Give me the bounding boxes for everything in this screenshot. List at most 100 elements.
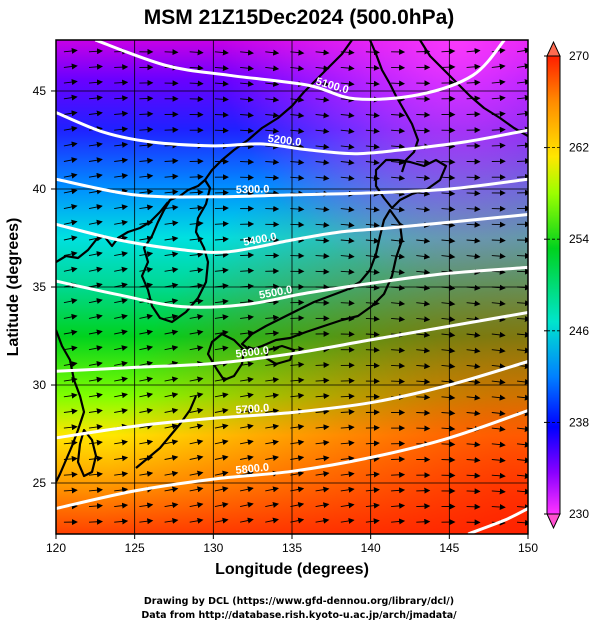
wind-arrow (365, 518, 380, 525)
wind-arrow (63, 79, 78, 86)
wind-arrow (491, 504, 506, 511)
wind-arrow (290, 392, 305, 399)
wind-arrow (164, 470, 179, 477)
wind-arrow (88, 408, 103, 415)
wind-arrow (441, 331, 456, 338)
wind-arrow (466, 79, 481, 86)
wind-arrow (315, 49, 330, 56)
wind-arrow (265, 283, 280, 290)
wind-arrow (189, 80, 204, 87)
wind-arrow (63, 313, 78, 320)
wind-arrow (114, 173, 129, 179)
wind-arrow (88, 251, 103, 257)
wind-arrow (391, 487, 406, 494)
contour-line (56, 360, 528, 440)
wind-arrow (290, 424, 305, 430)
wind-arrow (416, 363, 431, 370)
wind-arrow (466, 190, 481, 197)
wind-arrow (265, 80, 280, 87)
wind-arrow (214, 470, 229, 477)
wind-arrow (88, 298, 103, 304)
wind-arrow (315, 96, 330, 103)
contour-line (467, 507, 528, 534)
wind-arrow (491, 425, 506, 432)
wind-arrow (164, 235, 179, 242)
wind-arrow (466, 221, 481, 228)
x-tick-label: 150 (518, 541, 538, 555)
wind-arrow (416, 394, 431, 401)
wind-arrow (466, 48, 481, 54)
wind-arrow (214, 127, 229, 134)
wind-arrow (240, 408, 254, 414)
wind-arrow (391, 159, 406, 166)
wind-arrow (365, 487, 380, 494)
wind-arrow (88, 141, 103, 148)
wind-arrow (265, 455, 279, 461)
wind-arrow (340, 112, 355, 119)
wind-arrow (315, 362, 330, 369)
wind-arrow (265, 408, 280, 415)
wind-arrow (466, 363, 481, 370)
wind-arrow (114, 455, 129, 462)
wind-arrow (88, 329, 103, 336)
wind-arrow (365, 284, 380, 291)
wind-arrow (63, 125, 78, 132)
wind-arrow (491, 363, 506, 370)
wind-arrow (315, 471, 330, 477)
wind-arrow (466, 316, 481, 323)
wind-arrow (214, 236, 229, 243)
wind-arrow (114, 376, 128, 383)
wind-arrow (240, 236, 255, 243)
wind-arrow (265, 439, 279, 446)
wind-arrow (139, 407, 154, 414)
wind-arrow (416, 206, 431, 213)
wind-arrow (441, 300, 456, 307)
wind-arrow (315, 237, 330, 244)
wind-arrow (265, 174, 280, 181)
wind-arrow (114, 251, 128, 258)
wind-arrow (290, 486, 305, 493)
wind-arrow (63, 172, 78, 179)
wind-arrow (189, 49, 204, 56)
wind-arrow (88, 204, 103, 211)
wind-arrow (88, 48, 103, 55)
wind-arrow (466, 394, 481, 401)
wind-arrow (441, 190, 456, 197)
wind-arrow (139, 518, 154, 525)
colorbar-ticks: 230 238 246 254 262 270 (544, 49, 589, 521)
wind-arrow (365, 49, 380, 56)
wind-arrow (265, 423, 280, 430)
wind-arrow (164, 486, 179, 493)
coastlines (56, 40, 528, 483)
wind-arrow (214, 65, 229, 72)
wind-arrow (139, 188, 154, 195)
wind-arrow (240, 517, 254, 524)
wind-arrow (315, 253, 330, 260)
wind-arrow (340, 206, 355, 213)
wind-arrow (240, 80, 254, 87)
credit-data: Data from http://database.rish.kyoto-u.a… (141, 610, 457, 621)
y-tick-label: 35 (33, 280, 47, 294)
wind-arrow (441, 347, 456, 354)
wind-arrow (240, 143, 255, 150)
wind-arrow (189, 423, 204, 430)
wind-arrow (164, 126, 179, 133)
wind-arrow (491, 378, 506, 385)
contour-line (94, 40, 506, 101)
wind-arrow (189, 454, 204, 461)
wind-arrow (189, 282, 204, 289)
wind-arrow (441, 410, 456, 417)
wind-arrow (466, 63, 481, 70)
wind-arrow (340, 80, 355, 87)
wind-arrow (441, 48, 456, 55)
wind-arrow (265, 314, 280, 321)
wind-arrow (214, 439, 229, 446)
wind-arrow (441, 316, 456, 323)
wind-arrow (315, 502, 330, 509)
wind-arrow (416, 269, 431, 276)
wind-arrow (315, 80, 330, 87)
x-tick-label: 125 (125, 541, 145, 555)
wind-arrow (63, 440, 78, 446)
wind-arrow (88, 345, 103, 352)
wind-arrow (214, 205, 229, 212)
